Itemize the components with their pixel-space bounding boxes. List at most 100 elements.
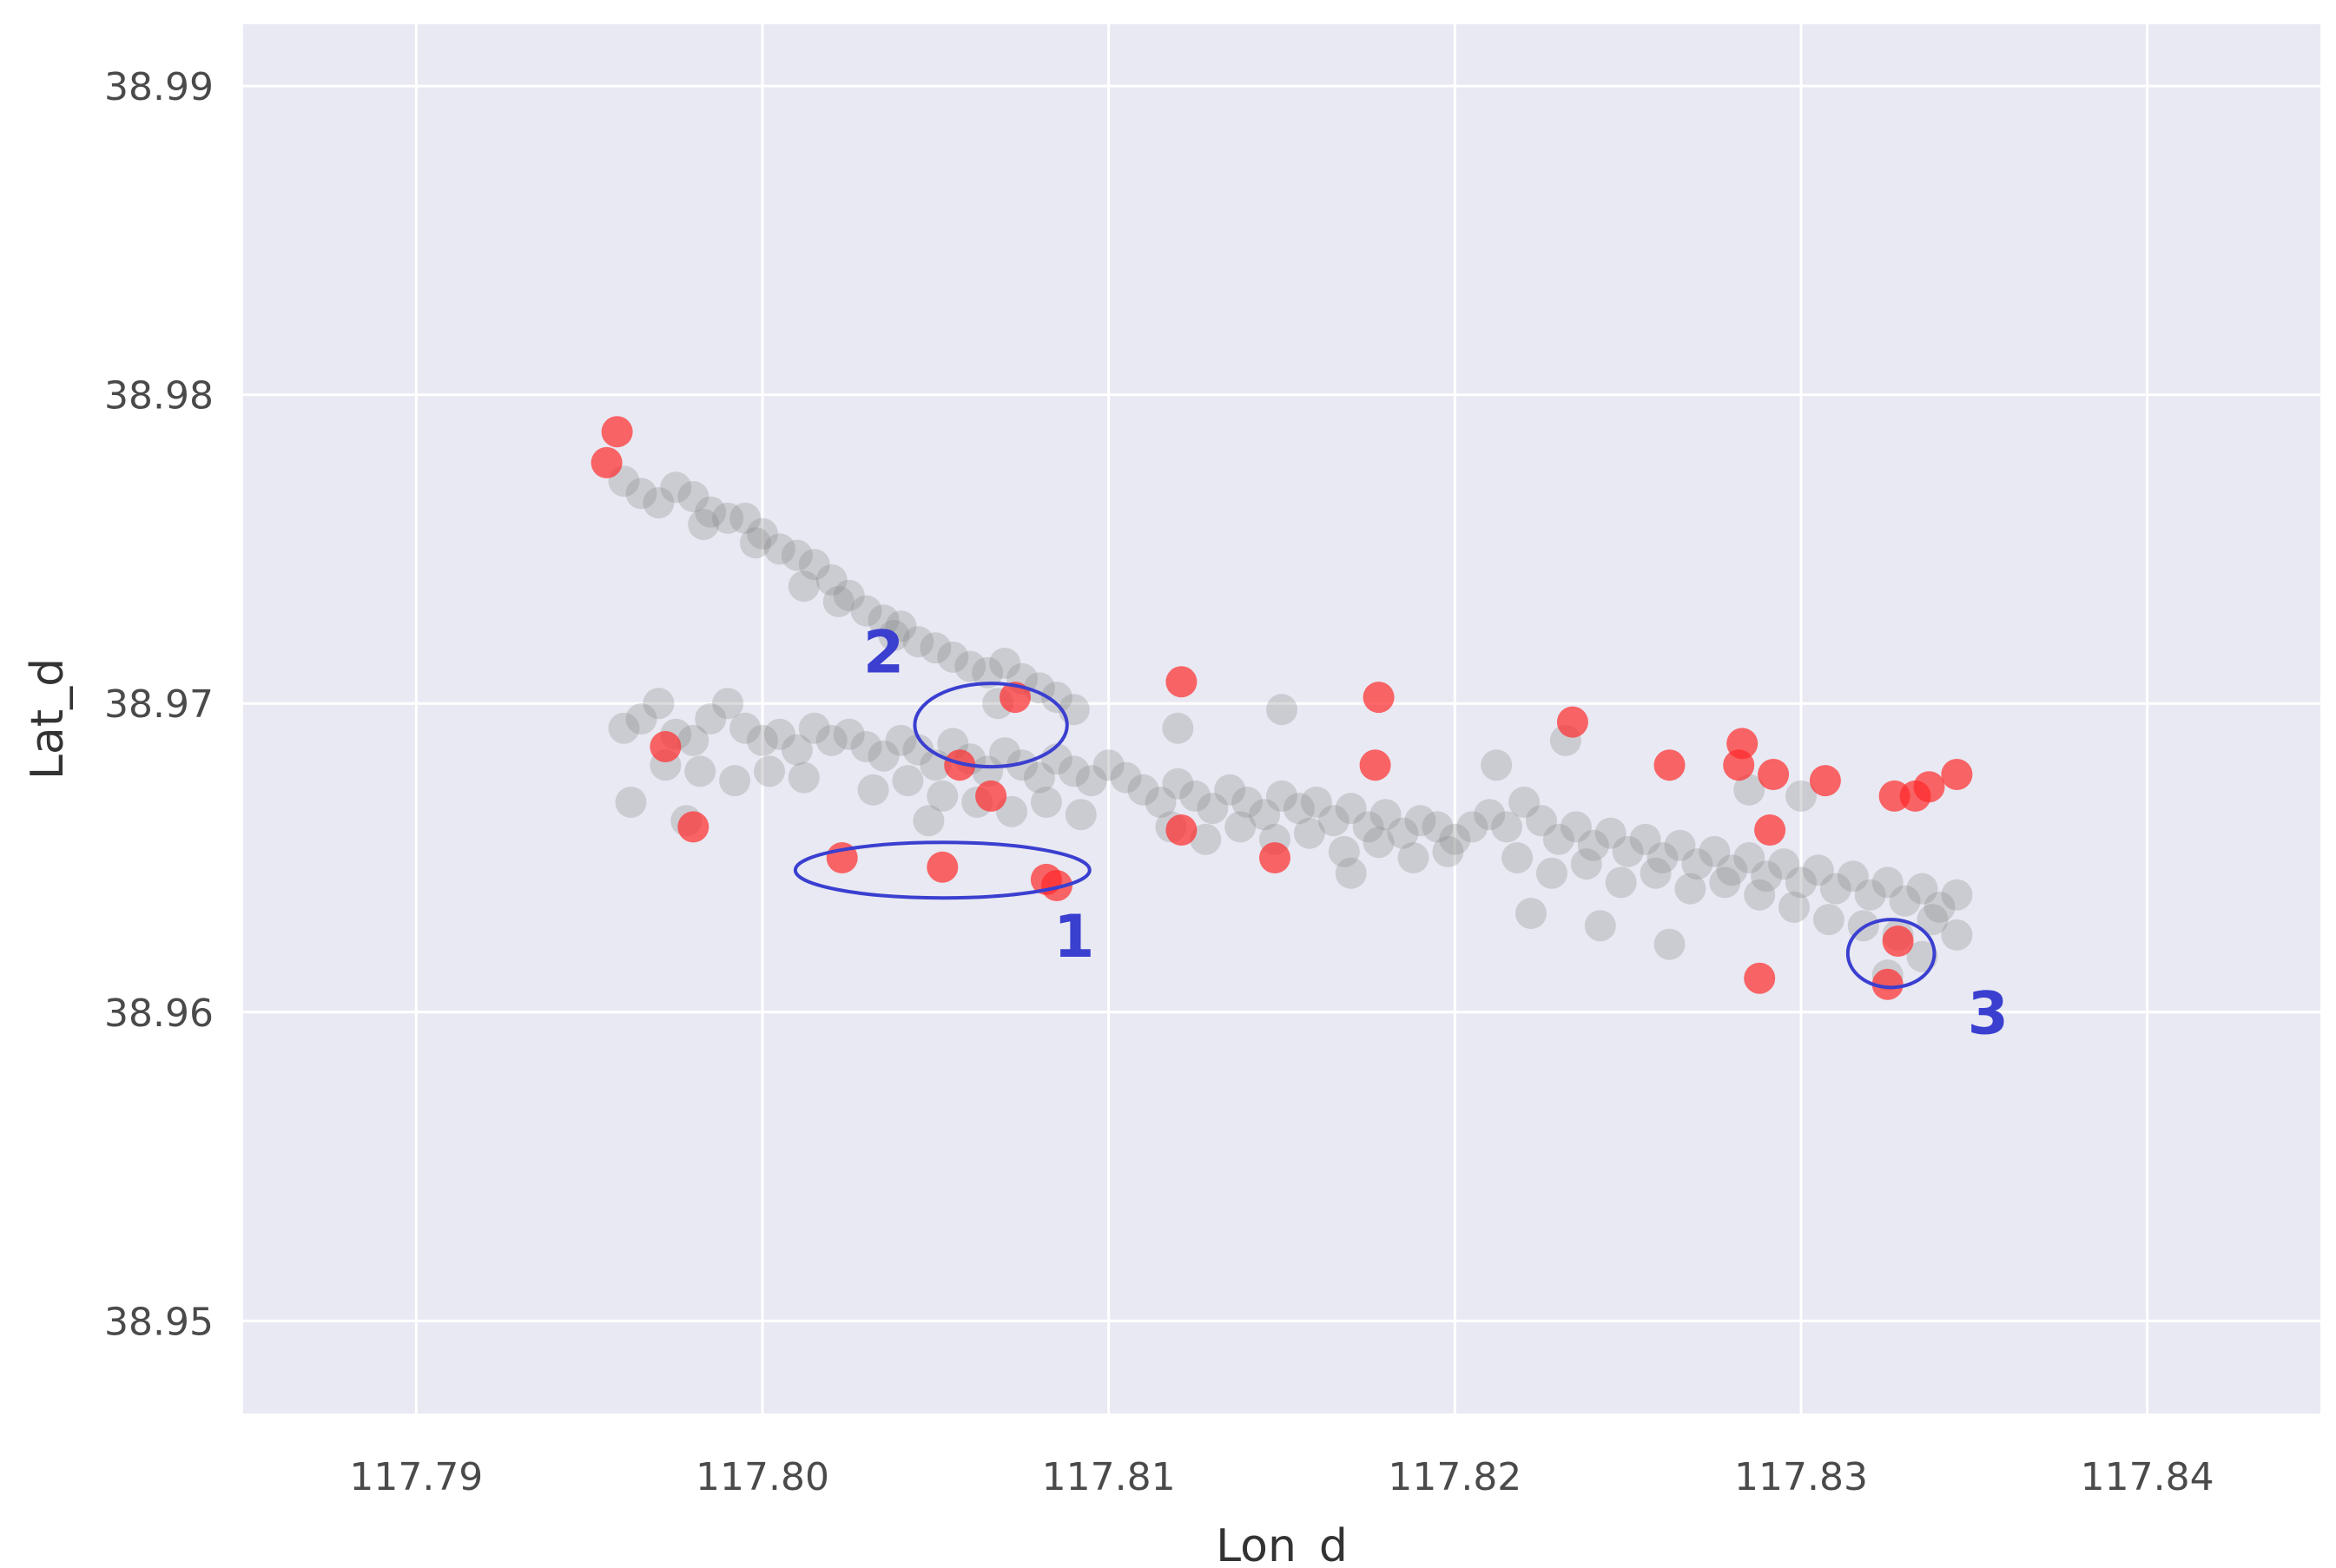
- gray-data-point: [1162, 768, 1194, 800]
- gray-data-point: [885, 610, 917, 642]
- gray-data-point: [695, 703, 727, 735]
- red-data-point: [1754, 814, 1786, 846]
- gray-data-point: [850, 731, 882, 762]
- y-tick-label: 38.98: [104, 374, 214, 418]
- red-data-point: [1000, 682, 1031, 714]
- annotation-label-1: 1: [1053, 903, 1094, 972]
- gray-data-point: [1397, 842, 1429, 873]
- gray-data-point: [1190, 823, 1222, 855]
- gray-data-point: [1481, 749, 1513, 781]
- red-data-point: [1744, 962, 1776, 994]
- gray-data-point: [798, 549, 830, 581]
- gray-data-point: [1778, 891, 1810, 923]
- gray-data-point: [1328, 835, 1360, 867]
- gray-data-point: [625, 703, 657, 735]
- annotation-ellipse-1: [793, 840, 1092, 900]
- gray-data-point: [1640, 857, 1672, 889]
- gray-data-point: [1335, 793, 1367, 825]
- gray-data-point: [920, 632, 952, 664]
- gray-data-point: [954, 650, 987, 682]
- gray-data-point: [972, 656, 1004, 688]
- gray-data-point: [1889, 885, 1921, 917]
- gray-data-point: [1092, 749, 1125, 781]
- gray-data-point: [1526, 805, 1557, 837]
- gray-data-point: [1681, 848, 1713, 880]
- annotation-label-3: 3: [1968, 980, 2009, 1049]
- gray-data-point: [1577, 829, 1609, 861]
- gray-data-point: [1941, 879, 1973, 911]
- gray-data-point: [643, 688, 675, 720]
- red-data-point: [650, 731, 682, 762]
- gray-data-point: [1422, 811, 1454, 843]
- grid-lines: [243, 24, 2320, 1413]
- gray-data-point: [902, 734, 934, 766]
- red-data-point: [1653, 749, 1686, 781]
- red-data-point: [944, 749, 976, 781]
- gray-data-point: [1941, 919, 1973, 951]
- gray-data-point: [754, 755, 785, 787]
- gray-data-point: [729, 712, 762, 744]
- gray-data-point: [989, 737, 1021, 769]
- x-tick-label: 117.83: [1734, 1455, 1868, 1499]
- gray-data-point: [1699, 835, 1731, 867]
- gray-data-point: [913, 805, 945, 837]
- gray-data-point: [1030, 787, 1062, 818]
- gray-data-point: [1363, 827, 1395, 859]
- gray-data-point: [712, 502, 744, 534]
- gray-data-point: [677, 724, 709, 756]
- data-points: [591, 416, 1973, 1000]
- gray-data-point: [1560, 811, 1592, 843]
- gray-data-point: [1785, 866, 1817, 899]
- gray-data-point: [989, 648, 1021, 679]
- gray-data-point: [1709, 866, 1741, 899]
- red-data-point: [1913, 771, 1945, 803]
- red-data-point: [975, 780, 1007, 812]
- gray-data-point: [747, 724, 778, 756]
- gray-data-point: [608, 712, 640, 744]
- gray-data-point: [1605, 866, 1637, 899]
- gray-data-point: [643, 487, 675, 519]
- gray-data-point: [1023, 761, 1055, 794]
- gray-data-point: [1501, 842, 1534, 873]
- gray-data-point: [781, 734, 813, 766]
- gray-data-point: [1674, 873, 1706, 905]
- gray-data-point: [1536, 857, 1567, 889]
- gray-data-point: [878, 620, 910, 651]
- gray-data-point: [1751, 860, 1783, 893]
- gray-data-point: [1283, 793, 1315, 825]
- gray-data-point: [850, 595, 882, 627]
- gray-data-point: [712, 688, 744, 720]
- y-tick-label: 38.95: [104, 1300, 214, 1344]
- gray-data-point: [857, 774, 889, 806]
- gray-data-point: [815, 564, 848, 596]
- red-data-point: [1359, 749, 1391, 781]
- gray-data-point: [1145, 787, 1177, 818]
- x-tick-label: 117.81: [1042, 1455, 1176, 1499]
- gray-data-point: [1335, 857, 1367, 889]
- red-data-point: [1758, 759, 1790, 790]
- gray-data-point: [1162, 712, 1194, 744]
- gray-data-point: [1716, 854, 1748, 886]
- red-data-point: [601, 416, 633, 448]
- gray-data-point: [1570, 848, 1602, 880]
- gray-data-point: [1293, 817, 1325, 849]
- gray-data-point: [1432, 835, 1464, 867]
- gray-data-point: [1300, 787, 1332, 818]
- gray-data-point: [1231, 787, 1264, 818]
- gray-data-point: [868, 740, 900, 772]
- red-data-point: [1040, 870, 1072, 901]
- annotation-label-2: 2: [863, 619, 904, 688]
- gray-data-point: [781, 539, 813, 571]
- gray-data-point: [1837, 860, 1869, 893]
- gray-data-point: [1439, 823, 1471, 855]
- red-data-point: [1941, 759, 1973, 790]
- annotation-ellipse-2: [913, 682, 1069, 769]
- gray-data-point: [1224, 811, 1257, 843]
- gray-data-point: [1768, 848, 1800, 880]
- gray-data-point: [677, 481, 709, 512]
- gray-data-point: [1629, 823, 1661, 855]
- annotation-ellipse-3: [1845, 918, 1937, 990]
- red-data-point: [1726, 728, 1759, 760]
